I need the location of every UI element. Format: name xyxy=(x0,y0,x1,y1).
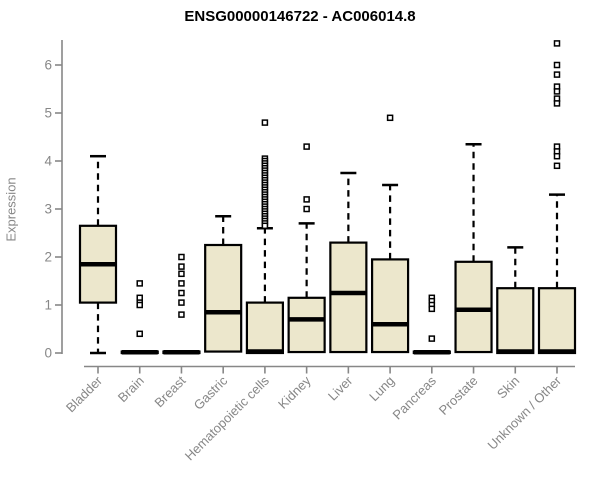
outlier-point xyxy=(428,305,436,313)
outlier-point xyxy=(136,280,143,287)
x-tick-label: Unknown / Other xyxy=(485,373,565,453)
box-iqr xyxy=(496,287,535,355)
box-iqr xyxy=(537,287,577,355)
outlier-point xyxy=(136,301,143,309)
outlier-point xyxy=(553,100,561,107)
box-iqr xyxy=(204,243,243,353)
outlier-point xyxy=(386,114,394,122)
outlier-point xyxy=(178,253,185,261)
outlier-point xyxy=(178,270,185,278)
x-tick-label: Prostate xyxy=(436,373,481,418)
box-iqr xyxy=(287,296,326,354)
x-tick-label: Breast xyxy=(151,373,188,410)
outlier-point xyxy=(428,335,436,342)
x-tick-label: Bladder xyxy=(63,373,106,416)
outlier-point xyxy=(261,119,269,126)
y-tick-label: 5 xyxy=(44,106,52,121)
outlier-point xyxy=(261,222,269,230)
outlier-point xyxy=(553,40,561,47)
outlier-point xyxy=(178,289,185,297)
outlier-point xyxy=(178,280,185,287)
x-tick-label: Gastric xyxy=(191,373,231,413)
x-tick-label: Skin xyxy=(494,373,522,401)
outlier-point xyxy=(303,205,310,213)
box-iqr xyxy=(454,260,493,354)
outlier-point xyxy=(303,143,310,150)
x-tick-label: Liver xyxy=(325,373,356,404)
x-tick-label: Pancreas xyxy=(389,373,439,423)
y-tick-label: 0 xyxy=(44,346,52,361)
outlier-point xyxy=(553,152,561,160)
outlier-point xyxy=(553,162,561,170)
x-tick-label: Brain xyxy=(115,373,147,405)
box-iqr xyxy=(370,258,410,354)
x-tick-label: Lung xyxy=(366,373,397,404)
box-iqr xyxy=(329,241,368,354)
x-tick-label: Kidney xyxy=(275,373,314,412)
outlier-point xyxy=(553,88,561,95)
y-tick-label: 4 xyxy=(44,154,52,169)
outlier-point xyxy=(303,196,310,203)
y-tick-label: 1 xyxy=(44,298,52,313)
outlier-point xyxy=(553,61,561,69)
outlier-point xyxy=(178,263,185,270)
box-iqr xyxy=(245,301,285,355)
chart-title: ENSG00000146722 - AC006014.8 xyxy=(184,8,416,25)
y-tick-label: 2 xyxy=(44,250,52,265)
outlier-point xyxy=(136,330,143,338)
outlier-point xyxy=(178,311,185,318)
outlier-point xyxy=(553,71,561,78)
y-tick-label: 6 xyxy=(44,58,52,73)
outlier-point xyxy=(178,299,185,306)
y-tick-label: 3 xyxy=(44,202,52,217)
